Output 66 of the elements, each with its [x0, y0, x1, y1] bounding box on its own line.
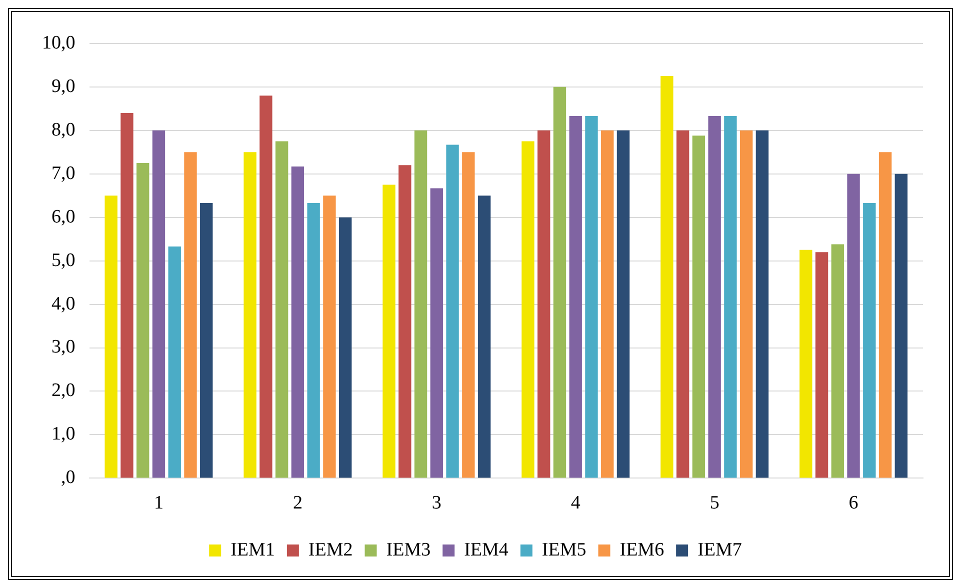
bar: [446, 144, 459, 478]
legend-label: IEM4: [464, 539, 509, 560]
bar: [291, 166, 304, 478]
bar: [537, 130, 550, 478]
bar: [740, 130, 753, 478]
bar: [878, 152, 892, 478]
bar: [553, 86, 566, 478]
x-tick-label: 5: [710, 492, 720, 514]
bar: [815, 252, 828, 478]
x-tick-label: 3: [432, 492, 442, 514]
x-tick-label: 1: [154, 492, 164, 514]
legend-label: IEM6: [620, 539, 664, 560]
bar: [244, 152, 256, 478]
bar: [430, 188, 443, 478]
bar: [120, 112, 134, 478]
y-tick-label: 5,0: [52, 250, 76, 271]
bar: [601, 130, 614, 478]
bar: [724, 116, 737, 478]
y-tick-label: 10,0: [42, 32, 76, 54]
bar: [478, 196, 491, 478]
bar: [260, 96, 272, 478]
legend-label: IEM2: [308, 539, 353, 560]
legend-label: IEM3: [386, 539, 431, 560]
bar: [847, 174, 860, 478]
bar: [692, 136, 706, 478]
y-tick-label: 6,0: [52, 206, 76, 228]
y-tick-label: 3,0: [52, 336, 76, 358]
bar: [660, 76, 674, 478]
x-tick-label: 6: [848, 492, 858, 514]
y-tick-label: 1,0: [52, 424, 76, 445]
bar: [569, 116, 582, 478]
bar: [323, 196, 336, 478]
y-tick-label: 2,0: [52, 380, 76, 402]
bar: [307, 202, 320, 478]
bar: [863, 202, 876, 478]
bar: [414, 130, 428, 478]
legend-label: IEM5: [542, 539, 586, 560]
bar: [522, 141, 534, 478]
bar: [104, 196, 118, 478]
bar: [708, 116, 721, 478]
bar: [676, 130, 690, 478]
y-tick-label: 4,0: [52, 293, 76, 314]
bar: [616, 130, 630, 478]
x-tick-label: 4: [570, 492, 581, 514]
y-tick-label: 9,0: [52, 76, 76, 97]
legend-label: IEM7: [698, 539, 742, 560]
bar: [398, 165, 412, 478]
bar: [200, 202, 213, 478]
x-tick-label: 2: [292, 492, 302, 514]
bar: [585, 116, 598, 478]
bar: [152, 130, 166, 478]
y-tick-label: 7,0: [52, 162, 76, 184]
y-tick-label: ,0: [61, 467, 76, 488]
bar: [184, 152, 197, 478]
bar: [756, 130, 769, 478]
bar: [800, 250, 812, 478]
bar: [275, 141, 288, 478]
bar: [462, 152, 475, 478]
bar: [168, 246, 181, 478]
bar: [894, 174, 908, 478]
bar: [136, 162, 150, 478]
legend-label: IEM1: [230, 539, 275, 560]
bar: [831, 244, 844, 478]
y-tick-label: 8,0: [52, 119, 76, 140]
bar: [382, 184, 396, 478]
bar: [338, 217, 352, 478]
